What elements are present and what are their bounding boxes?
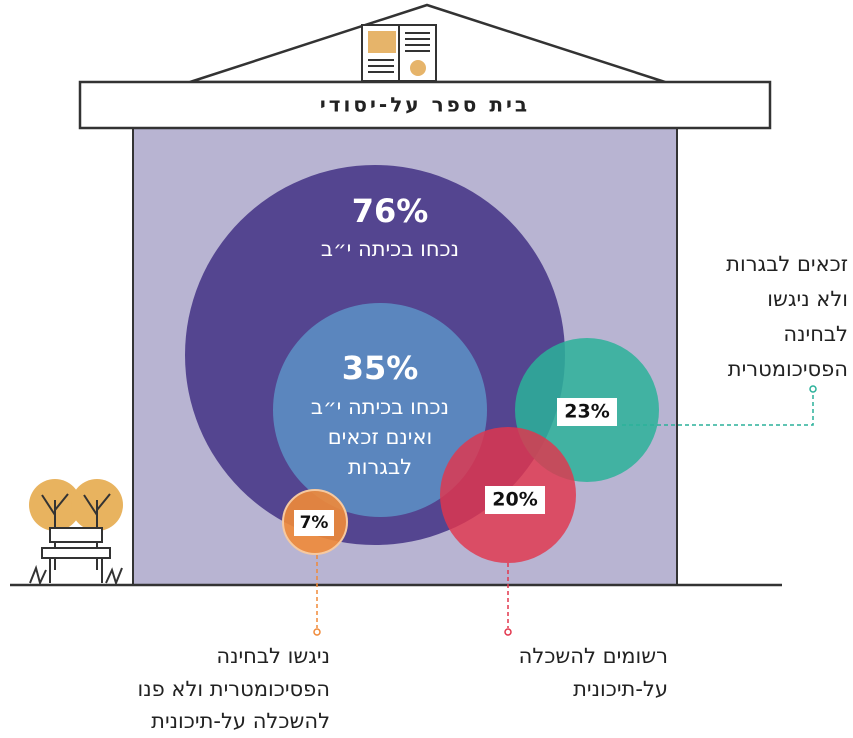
circle-text: נכחו בכיתה י״ב xyxy=(311,395,449,419)
school-title: בית ספר על-יסודי xyxy=(320,93,530,117)
percent-tag: 7% xyxy=(300,513,329,533)
caption: להשכלה על-תיכונית xyxy=(151,709,330,733)
caption: רשומים להשכלה xyxy=(519,644,668,668)
infographic: בית ספר על-יסודי 76% נכחו בכיתה י״ב 35% … xyxy=(0,0,853,738)
bench-icon xyxy=(29,479,123,583)
percent: 35% xyxy=(342,349,419,387)
caption: ניגשו לבחינה xyxy=(216,644,330,668)
caption: ולא ניגשו xyxy=(767,287,848,311)
leader-dot xyxy=(314,629,320,635)
caption: הפסיכומטרית xyxy=(728,357,848,381)
leader-dot xyxy=(810,386,816,392)
caption: לבחינה xyxy=(783,322,848,346)
circle-text: ואינם זכאים xyxy=(328,425,433,449)
circle-text: לבגרות xyxy=(348,455,412,479)
book-icon xyxy=(362,25,436,81)
circle-text: נכחו בכיתה י״ב xyxy=(321,237,459,261)
percent-tag: 20% xyxy=(492,489,537,511)
caption: הפסיכומטרית ולא פנו xyxy=(137,677,330,701)
caption: על-תיכונית xyxy=(573,677,668,701)
percent: 76% xyxy=(352,192,429,230)
leader-dot xyxy=(505,629,511,635)
percent-tag: 23% xyxy=(564,401,609,423)
caption: זכאים לבגרות xyxy=(726,252,848,276)
